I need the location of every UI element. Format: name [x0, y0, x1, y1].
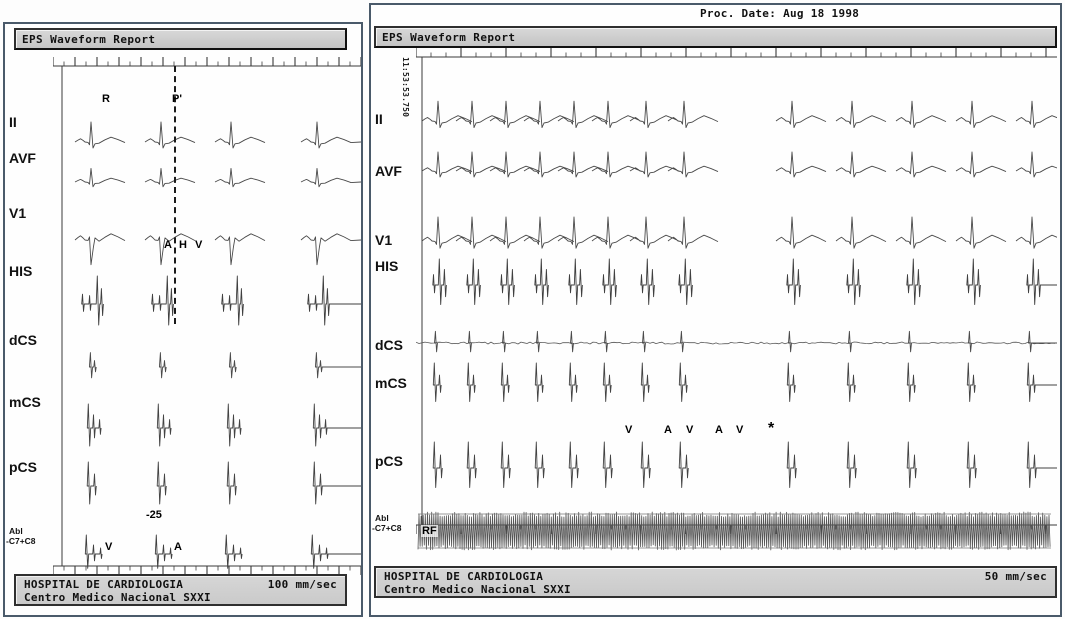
rf-delivery-label: RF [421, 525, 438, 537]
annotation-right-v1: V [625, 424, 633, 436]
annotation-abl-v: V [105, 541, 113, 553]
annotation-right-a2: A [715, 424, 723, 436]
right-channel-label-column: II AVF V1 HIS dCS mCS pCS Abl -C7+C8 [369, 3, 421, 617]
left-channel-label-ii: II [9, 114, 17, 130]
annotation-right-asterisk: * [768, 420, 775, 437]
left-channel-label-dcs: dCS [9, 332, 37, 348]
annotation-r: R [102, 93, 110, 105]
left-channel-label-his: HIS [9, 263, 33, 279]
left-channel-label-pcs: pCS [9, 459, 37, 475]
left-trace-svg [53, 57, 361, 575]
left-channel-label-avf: AVF [9, 150, 36, 166]
left-report-title: EPS Waveform Report [22, 33, 156, 46]
left-report-footer: HOSPITAL DE CARDIOLOGIA 100 mm/sec Centr… [14, 574, 347, 606]
right-channel-label-his: HIS [375, 258, 399, 274]
right-channel-label-ii: II [375, 111, 383, 127]
right-channel-label-v1: V1 [375, 232, 393, 248]
left-hospital-name: HOSPITAL DE CARDIOLOGIA [24, 578, 184, 591]
left-channel-label-mcs: mCS [9, 394, 41, 410]
annotation-interval-minus25: -25 [146, 509, 162, 521]
right-sweep-speed: 50 mm/sec [984, 570, 1047, 583]
left-channel-label-v1: V1 [9, 205, 27, 221]
right-hospital-name: HOSPITAL DE CARDIOLOGIA [384, 570, 544, 583]
annotation-abl-a: A [174, 541, 182, 553]
left-channel-label-abl: Abl [9, 526, 23, 536]
right-hospital-center: Centro Medico Nacional SXXI [384, 583, 571, 596]
left-caliper-line [174, 66, 176, 324]
left-waveform-panel: II AVF V1 HIS dCS mCS pCS Abl -C7+C8 11:… [3, 22, 363, 617]
annotation-his-a: A [164, 239, 172, 251]
procedure-date: Proc. Date: Aug 18 1998 [700, 7, 860, 20]
left-trace-plot [53, 54, 361, 582]
left-channel-label-column: II AVF V1 HIS dCS mCS pCS Abl -C7+C8 [3, 22, 55, 617]
right-waveform-panel: II AVF V1 HIS dCS mCS pCS Abl -C7+C8 11:… [369, 3, 1062, 617]
left-sweep-speed: 100 mm/sec [267, 578, 337, 591]
annotation-right-v2: V [686, 424, 694, 436]
right-trace-svg [416, 48, 1057, 551]
right-channel-label-dcs: dCS [375, 337, 403, 353]
right-channel-label-abl-electrodes: -C7+C8 [372, 523, 402, 533]
right-report-footer: HOSPITAL DE CARDIOLOGIA 50 mm/sec Centro… [374, 566, 1057, 598]
right-channel-label-avf: AVF [375, 163, 402, 179]
right-channel-label-pcs: pCS [375, 453, 403, 469]
left-report-titlebar: EPS Waveform Report [14, 28, 347, 50]
annotation-his-h: H [179, 239, 187, 251]
right-channel-label-abl: Abl [375, 513, 389, 523]
right-channel-label-mcs: mCS [375, 375, 407, 391]
right-report-titlebar: EPS Waveform Report [374, 26, 1057, 48]
right-panel-timestamp: 11:53:53.750 [401, 57, 410, 118]
right-report-title: EPS Waveform Report [382, 31, 516, 44]
annotation-right-v3: V [736, 424, 744, 436]
annotation-right-a1: A [664, 424, 672, 436]
right-trace-plot [416, 47, 1057, 557]
annotation-p-prime: P' [172, 93, 182, 105]
annotation-his-v: V [195, 239, 203, 251]
left-hospital-center: Centro Medico Nacional SXXI [24, 591, 211, 604]
left-channel-label-abl-electrodes: -C7+C8 [6, 536, 36, 546]
